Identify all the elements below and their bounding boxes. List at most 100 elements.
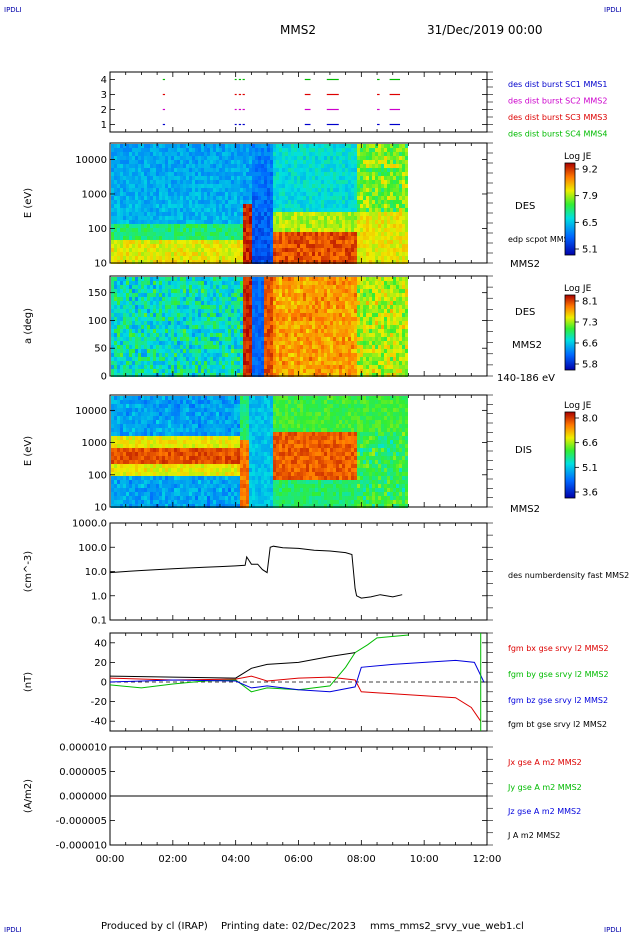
heatmap-cell: [312, 236, 315, 240]
heatmap-cell: [159, 349, 162, 353]
heatmap-cell: [111, 313, 114, 317]
heatmap-cell: [267, 212, 270, 216]
heatmap-cell: [120, 196, 123, 200]
heatmap-cell: [171, 160, 174, 164]
heatmap-cell: [255, 325, 258, 329]
heatmap-cell: [213, 357, 216, 361]
heatmap-cell: [252, 232, 255, 236]
heatmap-cell: [300, 321, 303, 325]
heatmap-cell: [225, 309, 228, 313]
heatmap-cell: [153, 305, 156, 309]
heatmap-cell: [306, 248, 309, 252]
heatmap-cell: [315, 369, 318, 373]
heatmap-cell: [216, 148, 219, 152]
heatmap-cell: [159, 208, 162, 212]
heatmap-cell: [201, 361, 204, 365]
heatmap-cell: [285, 317, 288, 321]
heatmap-cell: [306, 369, 309, 373]
heatmap-cell: [117, 305, 120, 309]
heatmap-cell: [240, 309, 243, 313]
heatmap-cell: [117, 361, 120, 365]
heatmap-cell: [240, 341, 243, 345]
heatmap-cell: [114, 184, 117, 188]
heatmap-cell: [318, 164, 321, 168]
heatmap-cell: [288, 357, 291, 361]
heatmap-cell: [138, 204, 141, 208]
heatmap-cell: [141, 301, 144, 305]
heatmap-cell: [306, 317, 309, 321]
heatmap-cell: [393, 244, 396, 248]
heatmap-cell: [282, 365, 285, 369]
heatmap-cell: [327, 188, 330, 192]
heatmap-cell: [351, 180, 354, 184]
heatmap-cell: [288, 345, 291, 349]
heatmap-cell: [243, 353, 246, 357]
heatmap-cell: [216, 176, 219, 180]
heatmap-cell: [210, 196, 213, 200]
heatmap-cell: [303, 196, 306, 200]
heatmap-cell: [393, 180, 396, 184]
heatmap-cell: [351, 204, 354, 208]
heatmap-cell: [153, 204, 156, 208]
heatmap-cell: [129, 216, 132, 220]
heatmap-cell: [267, 333, 270, 337]
heatmap-cell: [183, 204, 186, 208]
heatmap-cell: [240, 148, 243, 152]
heatmap-cell: [327, 361, 330, 365]
heatmap-cell: [246, 260, 249, 264]
heatmap-cell: [255, 277, 258, 281]
heatmap-cell: [381, 260, 384, 264]
heatmap-cell: [366, 240, 369, 244]
heatmap-cell: [294, 309, 297, 313]
heatmap-cell: [294, 236, 297, 240]
heatmap-cell: [123, 164, 126, 168]
heatmap-cell: [282, 228, 285, 232]
heatmap-cell: [162, 212, 165, 216]
heatmap-cell: [282, 329, 285, 333]
heatmap-cell: [381, 160, 384, 164]
heatmap-cell: [399, 188, 402, 192]
heatmap-cell: [270, 160, 273, 164]
heatmap-cell: [390, 244, 393, 248]
heatmap-cell: [198, 285, 201, 289]
heatmap-cell: [258, 297, 261, 301]
heatmap-cell: [114, 224, 117, 228]
heatmap-cell: [372, 240, 375, 244]
heatmap-cell: [357, 176, 360, 180]
heatmap-cell: [141, 293, 144, 297]
heatmap-cell: [315, 305, 318, 309]
heatmap-cell: [360, 208, 363, 212]
heatmap-cell: [354, 144, 357, 148]
heatmap-cell: [111, 329, 114, 333]
heatmap-cell: [303, 373, 306, 377]
heatmap-cell: [306, 289, 309, 293]
heatmap-cell: [186, 317, 189, 321]
heatmap-cell: [147, 285, 150, 289]
heatmap-cell: [252, 281, 255, 285]
heatmap-cell: [252, 164, 255, 168]
heatmap-cell: [180, 353, 183, 357]
heatmap-cell: [114, 349, 117, 353]
heatmap-cell: [159, 252, 162, 256]
heatmap-cell: [114, 305, 117, 309]
heatmap-cell: [318, 357, 321, 361]
heatmap-cell: [270, 345, 273, 349]
heatmap-cell: [147, 256, 150, 260]
heatmap-cell: [132, 293, 135, 297]
heatmap-cell: [165, 277, 168, 281]
heatmap-cell: [309, 240, 312, 244]
heatmap-cell: [360, 176, 363, 180]
heatmap-cell: [123, 369, 126, 373]
heatmap-cell: [216, 208, 219, 212]
heatmap-cell: [213, 200, 216, 204]
heatmap-cell: [369, 180, 372, 184]
heatmap-cell: [321, 212, 324, 216]
heatmap-cell: [312, 260, 315, 264]
heatmap-cell: [327, 321, 330, 325]
heatmap-cell: [234, 341, 237, 345]
heatmap-cell: [222, 345, 225, 349]
heatmap-cell: [243, 301, 246, 305]
heatmap-cell: [300, 289, 303, 293]
heatmap-cell: [270, 196, 273, 200]
heatmap-cell: [165, 224, 168, 228]
